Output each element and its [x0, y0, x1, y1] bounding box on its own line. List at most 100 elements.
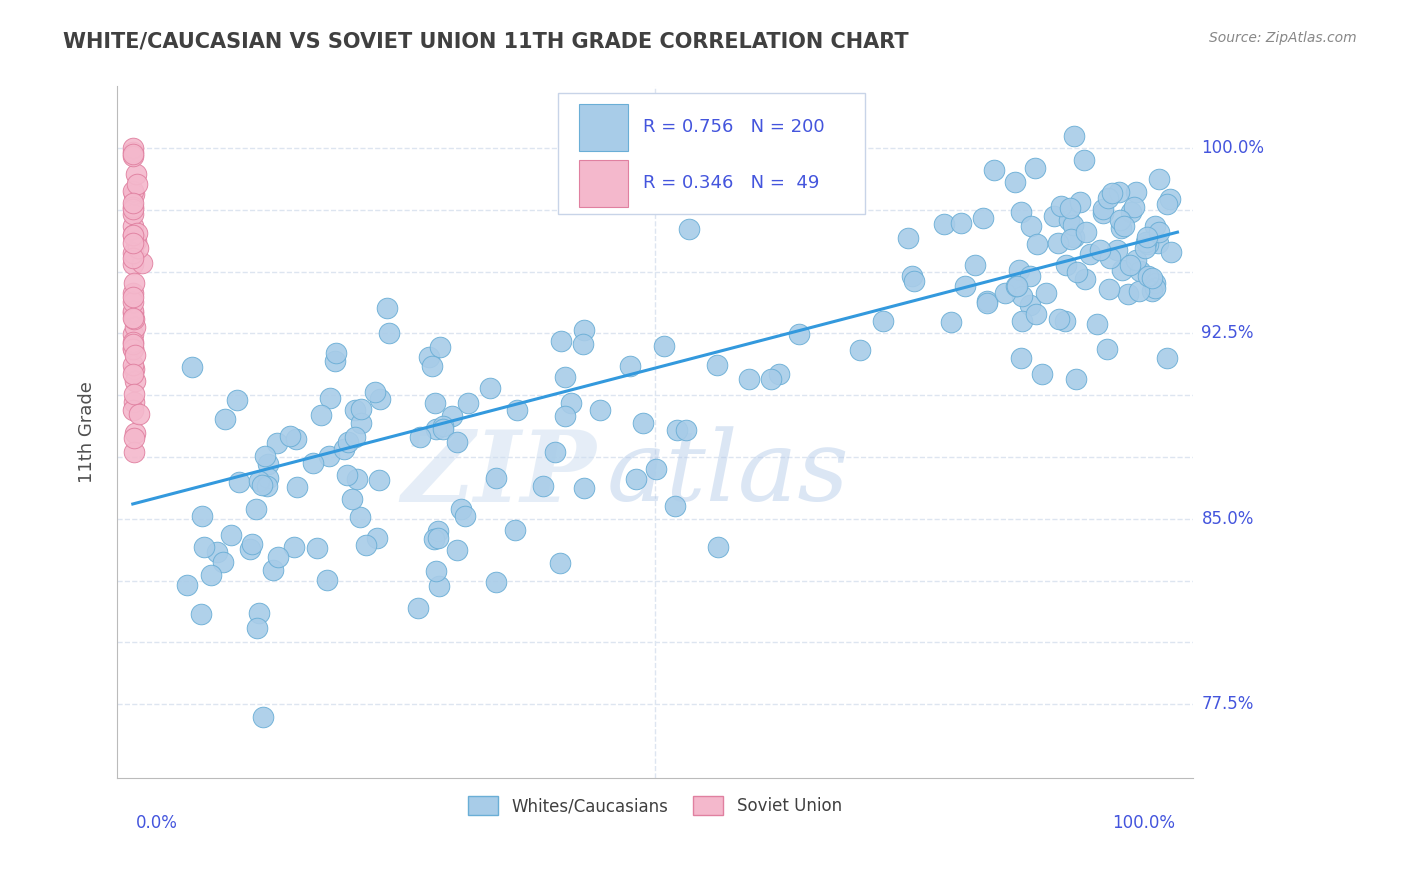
Point: [1010, 351, 1032, 365]
Point: [344, 430, 367, 444]
Point: [550, 334, 572, 348]
Point: [257, 457, 280, 471]
Point: [121, 326, 143, 341]
Point: [125, 235, 148, 249]
Point: [571, 336, 593, 351]
Point: [1025, 237, 1047, 252]
Point: [349, 509, 371, 524]
Point: [1004, 175, 1026, 189]
Point: [122, 290, 145, 304]
Point: [423, 533, 446, 547]
Point: [544, 445, 567, 459]
Point: [122, 227, 145, 242]
Point: [285, 480, 308, 494]
FancyBboxPatch shape: [558, 94, 865, 214]
Point: [1054, 259, 1077, 273]
Point: [572, 323, 595, 337]
Point: [675, 423, 697, 437]
Point: [247, 474, 270, 488]
Point: [122, 147, 145, 161]
Point: [307, 541, 329, 555]
Point: [127, 241, 149, 255]
Text: 0.0%: 0.0%: [135, 814, 177, 832]
Point: [122, 184, 145, 198]
Point: [1129, 264, 1152, 278]
Point: [644, 462, 666, 476]
Point: [1062, 218, 1084, 232]
Point: [1069, 194, 1091, 209]
Point: [450, 501, 472, 516]
Point: [1074, 225, 1097, 239]
Point: [548, 556, 571, 570]
Point: [344, 403, 367, 417]
Point: [1147, 226, 1170, 240]
Point: [283, 540, 305, 554]
Point: [121, 257, 143, 271]
Point: [1101, 186, 1123, 201]
Point: [122, 227, 145, 242]
Point: [207, 545, 229, 559]
Point: [1135, 241, 1157, 255]
Point: [738, 372, 761, 386]
Point: [246, 621, 269, 635]
Point: [315, 573, 337, 587]
Point: [1109, 213, 1132, 227]
Point: [122, 337, 145, 351]
Point: [1005, 279, 1028, 293]
Point: [420, 359, 443, 374]
Point: [122, 335, 145, 350]
Point: [250, 478, 273, 492]
Point: [122, 207, 145, 221]
Text: atlas: atlas: [607, 426, 849, 522]
Point: [252, 709, 274, 723]
Point: [1146, 235, 1168, 250]
Point: [212, 555, 235, 569]
Point: [122, 145, 145, 159]
Point: [454, 508, 477, 523]
Point: [1160, 245, 1182, 260]
Point: [364, 384, 387, 399]
Point: [423, 395, 446, 409]
Point: [124, 426, 146, 441]
Point: [1140, 270, 1163, 285]
Point: [176, 578, 198, 592]
Point: [1049, 198, 1071, 212]
Point: [190, 509, 212, 524]
Point: [340, 491, 363, 506]
Point: [941, 315, 963, 329]
Point: [432, 422, 454, 436]
Point: [354, 537, 377, 551]
Point: [1018, 268, 1040, 283]
Point: [560, 396, 582, 410]
Point: [1111, 262, 1133, 277]
Point: [1066, 264, 1088, 278]
Legend: Whites/Caucasians, Soviet Union: Whites/Caucasians, Soviet Union: [461, 789, 849, 822]
Point: [193, 540, 215, 554]
Point: [1007, 263, 1029, 277]
Point: [706, 359, 728, 373]
Point: [955, 278, 977, 293]
Point: [485, 574, 508, 589]
Point: [122, 306, 145, 320]
Point: [124, 361, 146, 376]
Point: [378, 326, 401, 341]
Point: [122, 303, 145, 318]
Point: [1137, 236, 1160, 251]
Point: [247, 606, 270, 620]
Point: [333, 442, 356, 457]
Point: [346, 472, 368, 486]
Point: [976, 294, 998, 309]
Point: [666, 423, 689, 437]
Point: [589, 403, 612, 417]
Point: [1047, 312, 1070, 326]
Point: [1057, 213, 1080, 227]
Point: [214, 411, 236, 425]
Point: [976, 296, 998, 310]
Point: [121, 246, 143, 260]
Point: [1073, 153, 1095, 167]
Point: [950, 216, 973, 230]
Point: [256, 479, 278, 493]
Point: [1135, 235, 1157, 249]
Point: [368, 392, 391, 406]
Point: [1144, 276, 1167, 290]
